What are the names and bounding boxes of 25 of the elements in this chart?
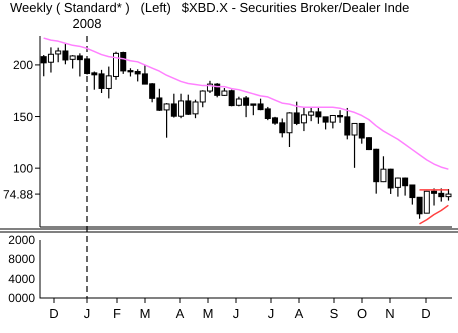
category-label: J [232, 306, 240, 321]
category-label: J [82, 306, 92, 321]
y-tick-label: 150 [12, 110, 34, 124]
y-tick-label: 100 [12, 161, 34, 176]
category-label: J [266, 306, 276, 321]
text: 8000 [7, 252, 35, 266]
category-label: F [112, 306, 122, 321]
category-label: A [294, 306, 304, 321]
text: 0000 [7, 291, 35, 305]
category-label: A [174, 306, 186, 321]
category-label: N [384, 306, 396, 321]
category-label: S [328, 306, 340, 321]
chart-title: Weekly ( Standard* ) (Left) $XBD.X - Securities Broker/Dealer Inde [10, 0, 410, 15]
line-series [418, 204, 450, 225]
category-label: O [356, 306, 368, 321]
category-label: D [48, 306, 60, 321]
line-series [42, 37, 450, 170]
y-tick-label: 200 [12, 58, 34, 72]
category-label: M [202, 306, 214, 321]
y-tick-label: 74.88 [2, 187, 34, 202]
category-label: D [420, 306, 432, 321]
category-label: M [138, 306, 152, 321]
text: 2008 [72, 16, 102, 31]
text: 2000 [7, 233, 35, 247]
text: 4000 [7, 272, 35, 286]
